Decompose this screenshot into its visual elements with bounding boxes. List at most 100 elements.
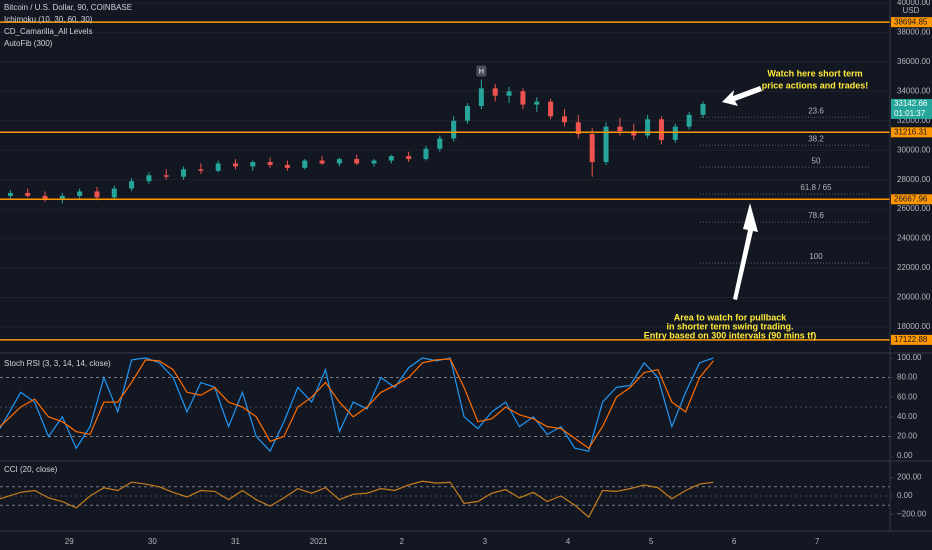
candle-body <box>478 88 484 107</box>
indicator-name: Ichimoku (10, 30, 60, 30) <box>4 15 93 24</box>
y-tick-label: 28000.00 <box>897 175 931 184</box>
candle-body <box>163 175 169 177</box>
indicator-line <box>0 358 714 450</box>
y-tick-label: 100.00 <box>897 353 922 362</box>
candle-body <box>371 160 377 164</box>
panel-title: Stoch RSI (3, 3, 14, 14, close) <box>4 359 111 368</box>
candle-body <box>388 156 394 161</box>
candle-body <box>129 181 135 189</box>
candle-body <box>451 120 457 139</box>
candle-body <box>302 160 308 168</box>
y-tick-label: 32000.00 <box>897 116 931 125</box>
fib-label: 78.6 <box>808 211 824 220</box>
candle-body <box>548 101 554 117</box>
y-tick-label: 22000.00 <box>897 263 931 272</box>
x-tick-label: 29 <box>65 537 74 546</box>
x-tick-label: 5 <box>649 537 654 546</box>
candle-body <box>617 126 623 132</box>
y-tick-label: 200.00 <box>897 473 922 482</box>
level-badge <box>891 127 932 138</box>
y-tick-label: 20000.00 <box>897 293 931 302</box>
candle-body <box>7 192 13 196</box>
candle-body <box>319 160 325 164</box>
candle-body <box>94 191 100 198</box>
countdown: 01:01:37 <box>894 109 926 118</box>
y-tick-label: −200.00 <box>897 509 927 518</box>
candle-body <box>42 195 48 199</box>
panel-title: CCI (20, close) <box>4 465 58 474</box>
overlay: 29 30 31 2021 2 3 4 5 6 7 18000.00 20000.00 22000.00… <box>65 0 932 546</box>
candle-body <box>406 156 412 160</box>
level-badge <box>891 194 932 205</box>
candle-body <box>336 159 342 164</box>
marks <box>0 21 890 519</box>
fib-label: 23.6 <box>808 106 824 115</box>
candle-body <box>267 162 273 165</box>
symbol-title: Bitcoin / U.S. Dollar, 90, COINBASE <box>4 3 132 12</box>
candle-body <box>25 192 31 196</box>
level-label: 26667.96 <box>894 194 928 203</box>
indicator-name: AutoFib (300) <box>4 39 53 48</box>
fib-label: 61.8 / 65 <box>800 183 832 192</box>
x-tick-label: 2 <box>399 537 404 546</box>
y-tick-label: 38000.00 <box>897 28 931 37</box>
candle-body <box>561 116 567 123</box>
indicator-name: CD_Camarilla_All Levels <box>4 27 92 36</box>
level-badge <box>891 17 932 28</box>
candle-body <box>77 191 83 196</box>
candle-body <box>534 101 540 105</box>
candle-body <box>465 106 471 121</box>
candle-body <box>354 159 360 164</box>
candle-body <box>215 163 221 171</box>
indicator-line <box>0 480 714 519</box>
y-tick-label: 18000.00 <box>897 322 931 331</box>
annotation: Area to watch for pullback <box>674 312 788 322</box>
y-tick-label: 34000.00 <box>897 86 931 95</box>
last-price-label: 33142.66 <box>894 99 928 108</box>
level-label: 17122.88 <box>894 335 928 344</box>
x-tick-label: 30 <box>148 537 157 546</box>
candle-body <box>59 195 65 199</box>
y-tick-label: 0.00 <box>897 451 913 460</box>
candle-body <box>575 122 581 135</box>
candle-body <box>437 138 443 149</box>
y-tick-label: 24000.00 <box>897 234 931 243</box>
candle-body <box>589 134 595 163</box>
candle-body <box>232 163 238 167</box>
y-tick-label: 40.00 <box>897 412 918 421</box>
fib-label: 38.2 <box>808 134 824 143</box>
y-tick-label: 20.00 <box>897 432 918 441</box>
x-tick-label: 4 <box>566 537 571 546</box>
indicator-line <box>0 357 714 453</box>
y-tick-label: 30000.00 <box>897 145 931 154</box>
annotation: in shorter term swing trading. <box>666 321 793 331</box>
annotation: Entry based on 300 intervals (90 mins tf… <box>644 330 817 340</box>
candle-body <box>146 175 152 182</box>
candle-body <box>181 169 187 177</box>
x-tick-label: 2021 <box>310 537 328 546</box>
candle-body <box>111 188 117 198</box>
arrow <box>722 86 762 106</box>
level-label: 31216.31 <box>894 127 928 136</box>
candle-body <box>284 164 290 168</box>
candle-body <box>631 131 637 136</box>
candle-body <box>520 91 526 105</box>
annotation: price actions and trades! <box>762 80 869 90</box>
x-tick-label: 6 <box>732 537 737 546</box>
x-tick-label: 3 <box>483 537 488 546</box>
level-badge <box>891 334 932 345</box>
x-tick-label: 31 <box>231 537 240 546</box>
y-tick-label: 26000.00 <box>897 204 931 213</box>
last-price-badge <box>891 98 932 119</box>
candle-body <box>198 169 204 171</box>
candle-body <box>672 126 678 140</box>
y-tick-label: 0.00 <box>897 491 913 500</box>
candle-body <box>686 114 692 127</box>
marker-badge <box>476 65 487 77</box>
y-tick-label: 40000.00 <box>897 0 931 7</box>
candle-body <box>645 119 651 136</box>
y-tick-label: 80.00 <box>897 373 918 382</box>
candle-body <box>492 88 498 96</box>
candle-body <box>603 126 609 163</box>
